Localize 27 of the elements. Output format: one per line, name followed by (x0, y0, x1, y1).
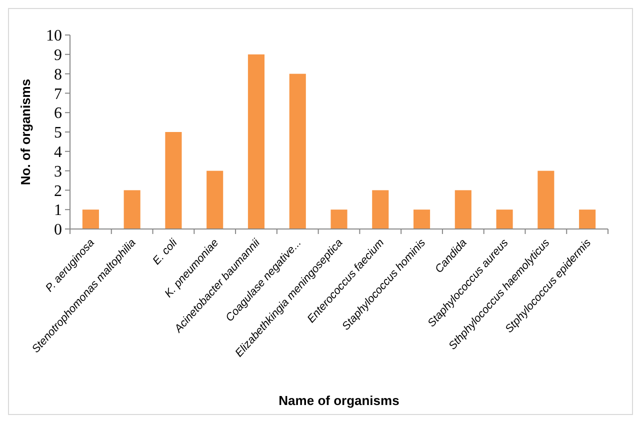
y-tick-label: 8 (54, 66, 62, 84)
bar (413, 210, 430, 229)
bar (538, 170, 554, 229)
y-tick-label: 9 (54, 47, 62, 64)
y-tick-label: 0 (54, 222, 62, 239)
bar (82, 210, 99, 229)
y-tick-label: 3 (54, 163, 62, 180)
y-axis-title: No. of organisms (18, 78, 33, 186)
bar (206, 170, 224, 229)
bar (372, 190, 389, 229)
x-axis-title: Name of organisms (278, 393, 400, 408)
bar (248, 54, 265, 229)
y-tick-label: 1 (54, 202, 62, 220)
y-tick-label: 5 (54, 124, 62, 142)
bar (579, 210, 596, 229)
bar (496, 210, 513, 229)
x-tick-label: E. coli (150, 236, 180, 268)
bar (289, 74, 306, 229)
y-tick-label: 4 (54, 144, 62, 161)
y-tick-label: 6 (54, 105, 62, 122)
y-tick-label: 2 (54, 182, 62, 200)
bar (124, 190, 140, 229)
bar (330, 210, 348, 229)
bar (454, 190, 472, 229)
y-tick-label: 7 (54, 86, 62, 103)
y-tick-label: 10 (46, 28, 62, 45)
bar (165, 132, 182, 229)
